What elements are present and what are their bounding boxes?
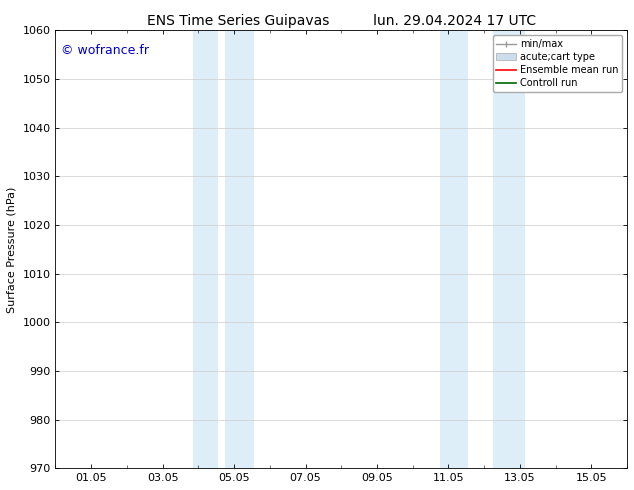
- Text: © wofrance.fr: © wofrance.fr: [61, 44, 149, 56]
- Y-axis label: Surface Pressure (hPa): Surface Pressure (hPa): [7, 186, 17, 313]
- Bar: [439, 30, 468, 468]
- Bar: [493, 30, 525, 468]
- Title: ENS Time Series Guipavas          lun. 29.04.2024 17 UTC: ENS Time Series Guipavas lun. 29.04.2024…: [146, 14, 536, 28]
- Legend: min/max, acute;cart type, Ensemble mean run, Controll run: min/max, acute;cart type, Ensemble mean …: [493, 35, 622, 92]
- Bar: [225, 30, 254, 468]
- Bar: [193, 30, 218, 468]
